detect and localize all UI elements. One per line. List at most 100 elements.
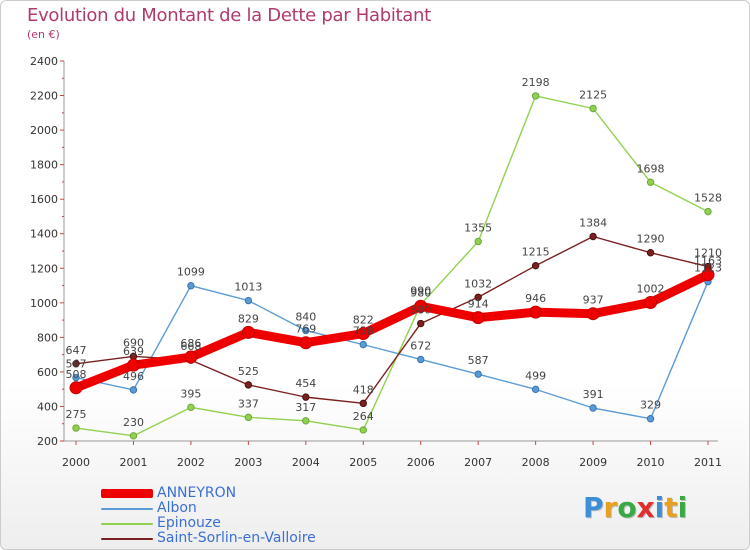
y-tick-label: 1400 [30, 228, 58, 241]
y-tick-label: 1800 [30, 159, 58, 172]
data-point [69, 381, 83, 395]
data-point [244, 296, 253, 305]
data-label: 525 [238, 365, 259, 378]
data-label: 914 [468, 298, 489, 311]
y-tick-label: 1000 [30, 297, 58, 310]
y-tick-label: 2200 [30, 90, 58, 103]
data-label: 686 [180, 337, 201, 350]
data-point [302, 393, 310, 401]
series-line [75, 95, 709, 437]
data-point [474, 293, 482, 301]
data-label: 668 [180, 340, 201, 353]
data-point [474, 370, 482, 378]
data-label: 567 [66, 358, 87, 371]
data-point [359, 399, 367, 408]
data-point [589, 104, 597, 113]
data-point [244, 413, 253, 422]
data-label: 230 [123, 416, 144, 429]
data-point [531, 261, 540, 270]
data-label: 647 [66, 344, 87, 357]
data-label: 937 [583, 294, 604, 307]
data-point [417, 355, 425, 364]
data-point [471, 311, 485, 325]
proxiti-logo: Proxiti [583, 491, 687, 524]
data-point [126, 358, 140, 372]
data-label: 1002 [637, 282, 665, 295]
data-point [644, 295, 658, 309]
legend-label: ANNEYRON [157, 485, 237, 501]
series-line [75, 280, 709, 420]
x-tick-label: 2005 [349, 456, 377, 469]
data-label: 1290 [637, 233, 665, 246]
y-tick-label: 600 [37, 366, 58, 379]
logo-letter: t [664, 491, 678, 524]
data-point [241, 325, 255, 339]
data-label: 391 [583, 388, 604, 401]
data-point [704, 207, 712, 216]
y-tick-label: 2000 [30, 124, 58, 137]
logo-letter: i [654, 491, 665, 524]
data-label: 690 [123, 336, 144, 349]
data-label: 1123 [694, 262, 722, 275]
y-tick-label: 200 [37, 435, 58, 448]
data-point [589, 232, 597, 241]
data-point [417, 319, 425, 328]
y-tick-label: 800 [37, 331, 58, 344]
legend-swatch [101, 523, 153, 525]
data-label: 337 [238, 397, 259, 410]
data-label: 264 [353, 410, 374, 423]
x-tick-label: 2007 [464, 456, 492, 469]
legend-label: Saint-Sorlin-en-Valloire [157, 530, 316, 546]
data-point [589, 404, 597, 412]
logo-letter: r [603, 491, 618, 524]
x-tick-label: 2008 [522, 456, 550, 469]
data-label: 980 [410, 286, 431, 299]
data-label: 1698 [637, 162, 665, 175]
data-label: 672 [410, 339, 431, 352]
data-label: 1099 [177, 266, 205, 279]
data-point [72, 360, 80, 368]
y-tick-label: 1600 [30, 193, 58, 206]
data-label: 829 [238, 312, 259, 325]
data-label: 496 [123, 370, 144, 383]
data-label: 2198 [522, 76, 550, 89]
x-tick-label: 2000 [62, 456, 90, 469]
data-point [129, 386, 138, 394]
data-point [531, 92, 540, 100]
data-label: 587 [468, 354, 489, 367]
data-point [529, 305, 543, 319]
data-point [359, 340, 367, 349]
data-point [302, 326, 310, 335]
data-label: 639 [123, 345, 144, 358]
data-label: 758 [353, 325, 374, 338]
data-label: 317 [295, 401, 316, 414]
data-point [187, 403, 195, 412]
data-point [586, 307, 600, 321]
data-label: 880 [410, 304, 431, 317]
data-label: 990 [410, 285, 431, 298]
data-point [474, 237, 482, 246]
data-label: 1163 [694, 255, 722, 268]
data-point [184, 350, 198, 364]
chart-subtitle: (en €) [27, 28, 60, 41]
series-line [71, 270, 713, 393]
x-tick-label: 2009 [579, 456, 607, 469]
data-label: 499 [525, 369, 546, 382]
data-point [299, 336, 313, 350]
data-label: 822 [353, 314, 374, 327]
data-label: 769 [295, 323, 316, 336]
data-label: 275 [66, 408, 87, 421]
data-label: 2125 [579, 89, 607, 102]
data-label: 1013 [234, 281, 262, 294]
x-tick-label: 2002 [177, 456, 205, 469]
data-point [531, 385, 540, 394]
logo-letter: o [617, 491, 637, 524]
data-point [302, 417, 310, 425]
data-point [646, 178, 655, 186]
x-tick-label: 2011 [694, 456, 722, 469]
logo-letter: P [583, 491, 604, 524]
data-label: 1384 [579, 216, 607, 229]
data-point [701, 268, 715, 282]
y-tick-label: 400 [37, 400, 58, 413]
